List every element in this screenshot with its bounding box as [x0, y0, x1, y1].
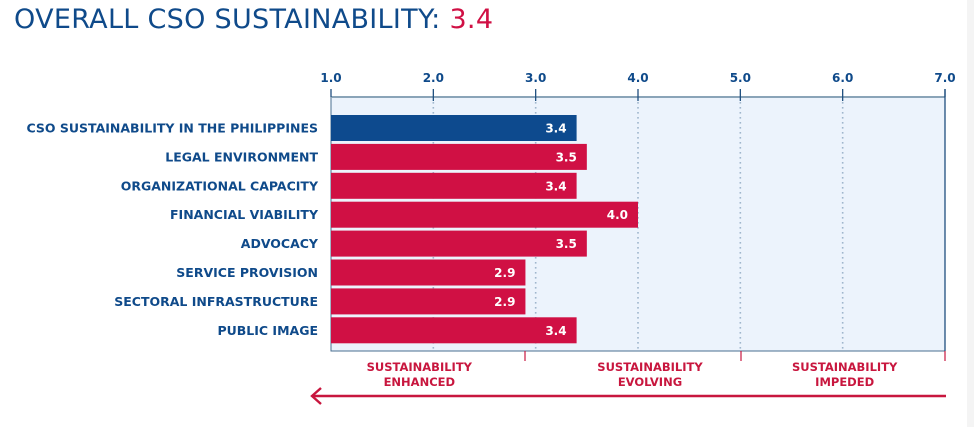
chart-title: OVERALL CSO SUSTAINABILITY: 3.4	[14, 4, 493, 35]
x-tick-label: 1.0	[320, 71, 341, 85]
bar-value-label: 3.4	[545, 179, 566, 193]
bar-value-label: 2.9	[494, 295, 515, 309]
bar-overall	[331, 115, 577, 141]
category-label: LEGAL ENVIRONMENT	[165, 149, 318, 164]
category-label: SECTORAL INFRASTRUCTURE	[114, 294, 318, 309]
category-label: ORGANIZATIONAL CAPACITY	[121, 178, 319, 193]
zone-label-line1: SUSTAINABILITY	[597, 360, 703, 374]
bar-dimension	[331, 230, 587, 257]
x-tick-label: 7.0	[934, 71, 955, 85]
category-label: SERVICE PROVISION	[176, 265, 318, 280]
bar-value-label: 3.5	[556, 150, 577, 164]
page-edge	[967, 0, 974, 427]
bar-dimension	[331, 259, 526, 286]
x-tick-label: 6.0	[832, 71, 853, 85]
bar-value-label: 3.5	[556, 237, 577, 251]
overall-score: 3.4	[449, 4, 494, 35]
bar-value-label: 4.0	[607, 208, 628, 222]
zone-label-line2: ENHANCED	[384, 375, 455, 389]
bar-dimension	[331, 317, 577, 344]
chart-title-text: OVERALL CSO SUSTAINABILITY:	[14, 4, 450, 35]
x-tick-label: 2.0	[423, 71, 444, 85]
category-label: ADVOCACY	[241, 236, 319, 251]
x-tick-label: 5.0	[730, 71, 751, 85]
bar-value-label: 3.4	[545, 122, 566, 136]
zone-label-line2: EVOLVING	[618, 375, 682, 389]
bar-value-label: 2.9	[494, 266, 515, 280]
zone-label-line1: SUSTAINABILITY	[792, 360, 898, 374]
bar-dimension	[331, 143, 587, 170]
arrow-left-icon	[310, 387, 322, 405]
zone-label-line1: SUSTAINABILITY	[367, 360, 473, 374]
bar-dimension	[331, 288, 526, 315]
bar-dimension	[331, 201, 638, 228]
bar-value-label: 3.4	[545, 324, 566, 338]
category-label: CSO SUSTAINABILITY IN THE PHILIPPINES	[27, 121, 319, 136]
bar-dimension	[331, 172, 577, 199]
zone-label-line2: IMPEDED	[815, 375, 874, 389]
x-tick-label: 3.0	[525, 71, 546, 85]
category-label: PUBLIC IMAGE	[217, 323, 318, 338]
category-label: FINANCIAL VIABILITY	[170, 207, 319, 222]
x-tick-label: 4.0	[627, 71, 648, 85]
